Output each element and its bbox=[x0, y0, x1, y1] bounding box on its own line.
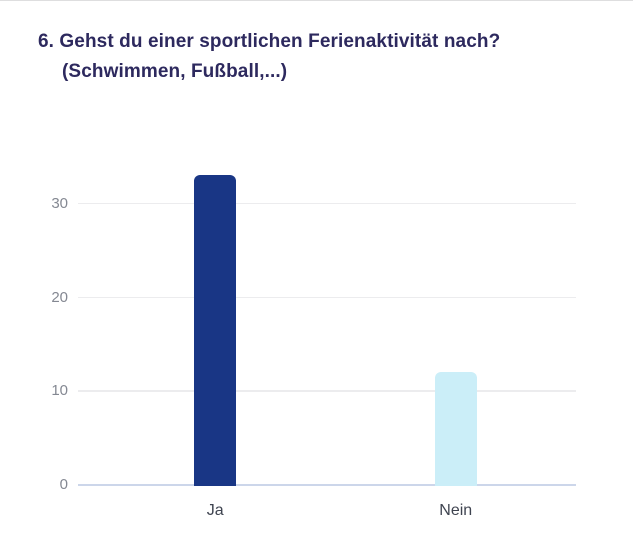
y-tick-label-30: 30 bbox=[51, 194, 68, 212]
y-tick-label-0: 0 bbox=[59, 476, 68, 493]
y-tick-label-10: 10 bbox=[51, 382, 68, 400]
question-title-line1: 6. Gehst du einer sportlichen Ferienakti… bbox=[38, 31, 501, 52]
card-top-border bbox=[0, 0, 633, 1]
x-axis-label-nein: Nein bbox=[439, 502, 473, 519]
gridline-10 bbox=[78, 390, 576, 392]
gridline-20 bbox=[78, 296, 576, 299]
gridline-30 bbox=[78, 202, 576, 205]
bar-ja[interactable] bbox=[194, 174, 237, 486]
question-title: 6. Gehst du einer sportlichen Ferienakti… bbox=[38, 27, 598, 87]
x-axis-label-ja: Ja bbox=[206, 502, 224, 519]
question-title-line2: (Schwimmen, Fußball,...) bbox=[62, 61, 288, 82]
x-axis-baseline bbox=[78, 484, 576, 486]
bar-nein[interactable] bbox=[434, 371, 477, 486]
y-tick-label-20: 20 bbox=[51, 288, 68, 306]
